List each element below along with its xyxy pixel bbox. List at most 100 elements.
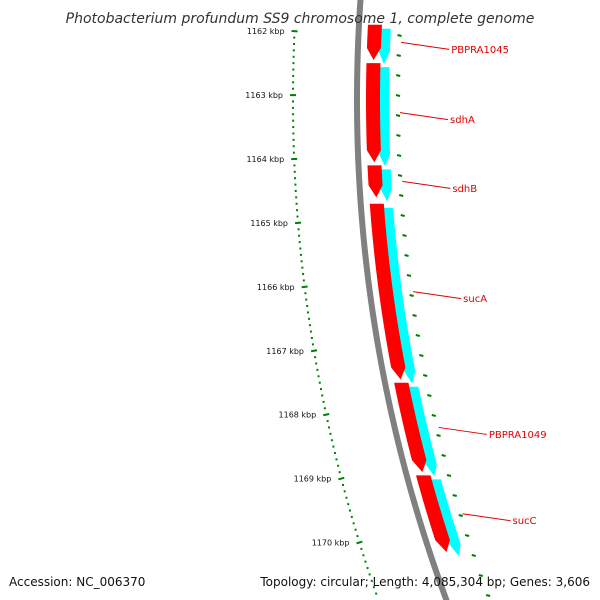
ruler-ticks: 1162 kbp 1163 kbp 1164 kbp 1165 kbp 1166 kbp… — [245, 27, 363, 547]
gene-arrow-succ[interactable] — [416, 475, 450, 553]
ruler-minor-tick — [352, 522, 355, 525]
ruler-minor-tick — [294, 177, 297, 180]
accession-text: Accession: NC_006370 — [9, 575, 145, 589]
strand-dash — [402, 234, 407, 237]
strand-dash — [446, 474, 452, 477]
ruler-tick-label: 1170 kbp — [312, 538, 350, 547]
ruler-minor-tick — [305, 298, 308, 301]
ruler-major-tick — [338, 476, 345, 481]
strand-dash — [406, 274, 412, 277]
strand-dash — [395, 94, 401, 97]
gene-arrow-reverse-succ[interactable] — [429, 479, 461, 557]
gene-label-pbpra1045[interactable]: PBPRA1045 — [451, 45, 509, 56]
ruler-minor-tick — [294, 189, 297, 192]
gene-label-suca[interactable]: sucA — [463, 294, 487, 305]
ruler-minor-tick — [309, 330, 312, 333]
strand-dash — [404, 254, 409, 257]
strand-dash — [412, 314, 417, 317]
gene-arrow-sdha[interactable] — [366, 63, 381, 163]
ruler-minor-tick — [292, 132, 295, 135]
ruler-minor-tick — [332, 445, 335, 448]
ruler-minor-tick — [292, 138, 295, 141]
ruler-minor-tick — [343, 490, 346, 493]
strand-dash — [458, 514, 463, 517]
gene-arrow-reverse-pbpra1049[interactable] — [407, 386, 437, 477]
ruler-minor-tick — [314, 356, 317, 359]
gene-leader-line — [402, 180, 451, 189]
ruler-minor-tick — [292, 106, 295, 109]
ruler-minor-tick — [372, 586, 375, 589]
forward-strand-track — [366, 24, 450, 553]
ruler-minor-tick — [292, 100, 294, 103]
strand-dash — [471, 554, 477, 557]
gene-arrow-pbpra1045[interactable] — [366, 24, 382, 60]
ruler-minor-tick — [299, 247, 302, 250]
strand-dash — [397, 34, 402, 37]
ruler-tick-label: 1167 kbp — [266, 347, 304, 356]
gene-leader-line — [399, 112, 449, 121]
gene-leader-line — [413, 291, 462, 300]
ruler-minor-tick — [345, 496, 348, 499]
strand-dash — [485, 594, 491, 597]
strand-dash — [400, 214, 405, 217]
ruler-minor-tick — [310, 336, 313, 339]
ruler-minor-tick — [293, 164, 296, 167]
backbone-arc — [353, 0, 450, 600]
ruler-major-tick — [310, 349, 318, 353]
ruler-dot-track — [292, 34, 491, 597]
ruler-minor-tick — [298, 241, 301, 244]
gene-arrow-reverse-sdhb[interactable] — [379, 169, 392, 202]
gene-label-sdhb[interactable]: sdhB — [452, 184, 477, 195]
gene-arrow-sdhb[interactable] — [367, 165, 383, 198]
genome-summary-text: Topology: circular; Length: 4,085,304 bp… — [259, 575, 590, 589]
reverse-strand-track — [378, 28, 461, 557]
gene-arrow-pbpra1049[interactable] — [394, 382, 427, 473]
ruler-minor-tick — [318, 381, 321, 384]
strand-dash — [441, 454, 446, 457]
gene-leader-line — [462, 513, 511, 522]
strand-dash — [427, 394, 432, 397]
ruler-minor-tick — [292, 55, 295, 58]
ruler-minor-tick — [337, 464, 340, 467]
ruler-minor-tick — [302, 279, 305, 282]
ruler-minor-tick — [292, 113, 295, 116]
ruler-minor-tick — [329, 432, 332, 435]
ruler-major-tick — [323, 413, 330, 417]
ruler-tick-label: 1166 kbp — [257, 283, 295, 292]
ruler-tick-label: 1163 kbp — [245, 91, 283, 100]
gene-label-pbpra1049[interactable]: PBPRA1049 — [489, 430, 547, 441]
ruler-minor-tick — [295, 196, 298, 199]
gene-label-succ[interactable]: sucC — [513, 516, 537, 527]
ruler-minor-tick — [294, 183, 297, 186]
ruler-minor-tick — [368, 573, 371, 576]
ruler-major-tick — [301, 285, 308, 289]
strand-dash — [431, 414, 437, 417]
ruler-minor-tick — [299, 253, 302, 256]
ruler-tick-label: 1164 kbp — [246, 155, 284, 164]
map-title: Photobacterium profundum SS9 chromosome … — [66, 11, 535, 27]
gene-arrow-reverse-pbpra1045[interactable] — [378, 28, 391, 64]
ruler-minor-tick — [366, 567, 369, 570]
ruler-minor-tick — [316, 368, 319, 371]
ruler-minor-tick — [296, 215, 299, 218]
strand-dash — [396, 154, 402, 157]
ruler-minor-tick — [297, 228, 300, 231]
gene-arrow-reverse-suca[interactable] — [382, 207, 416, 384]
gene-arrow-suca[interactable] — [369, 203, 406, 380]
ruler-minor-tick — [328, 426, 330, 429]
gene-leader-line — [438, 426, 487, 435]
gene-arrow-reverse-sdha[interactable] — [378, 67, 391, 167]
ruler-minor-tick — [292, 126, 295, 129]
ruler-major-tick — [356, 540, 363, 545]
strand-dash — [415, 334, 421, 337]
strand-dash — [397, 174, 403, 177]
ruler-minor-tick — [360, 547, 363, 550]
strand-dash — [464, 534, 470, 537]
ruler-minor-tick — [306, 305, 309, 308]
ruler-tick-label: 1162 kbp — [247, 27, 285, 36]
ruler-tick-label: 1169 kbp — [294, 475, 332, 484]
ruler-minor-tick — [293, 170, 296, 173]
gene-label-sdha[interactable]: sdhA — [450, 115, 475, 126]
ruler-minor-tick — [296, 209, 299, 212]
ruler-minor-tick — [364, 560, 367, 563]
